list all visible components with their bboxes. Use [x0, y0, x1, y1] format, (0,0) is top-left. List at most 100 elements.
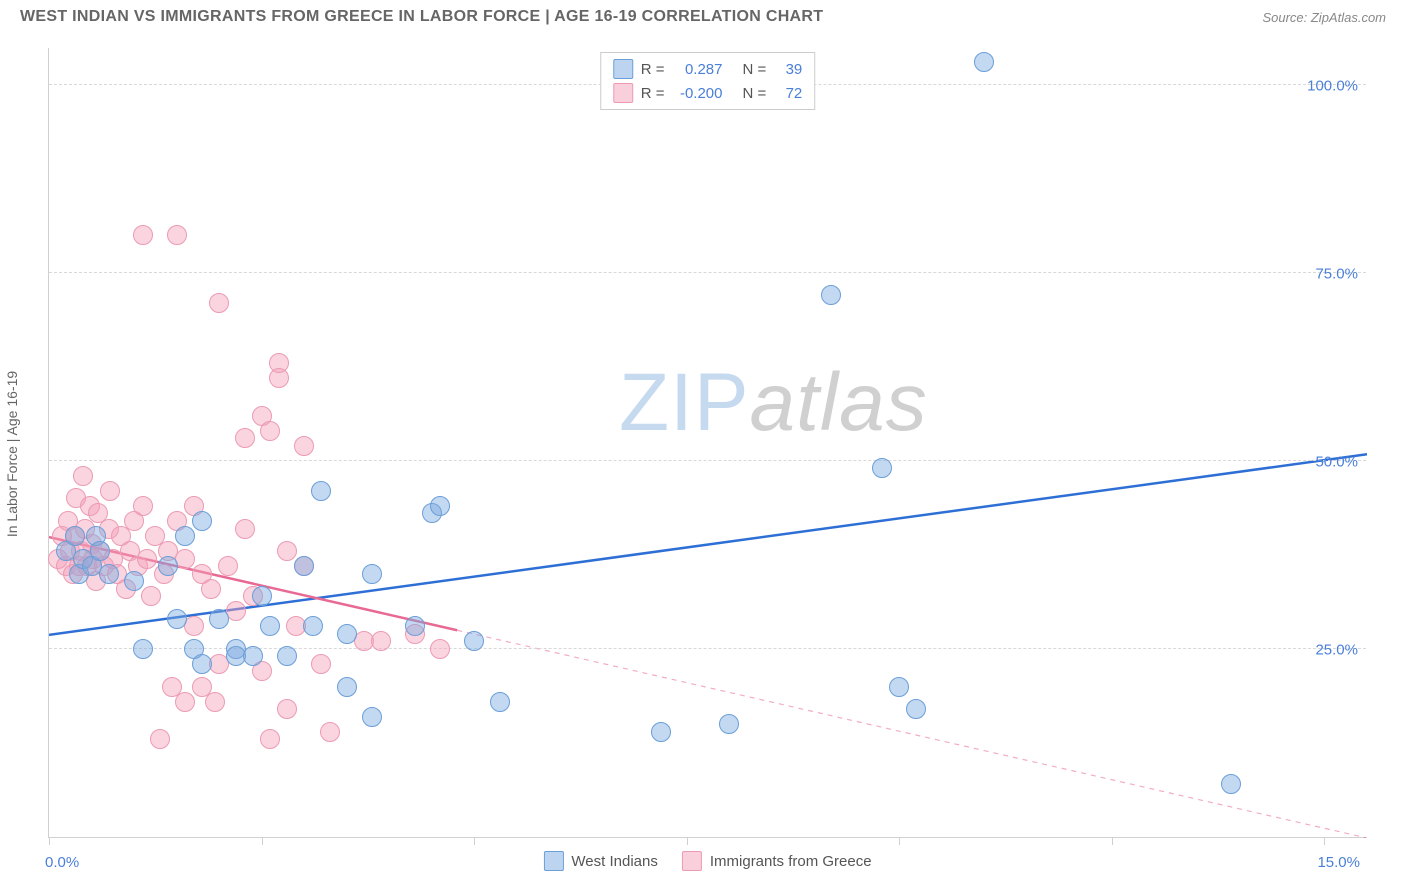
data-point — [100, 481, 120, 501]
data-point — [209, 609, 229, 629]
legend-swatch — [613, 83, 633, 103]
data-point — [405, 616, 425, 636]
legend-row: R = 0.287 N = 39 — [613, 57, 803, 81]
data-point — [133, 496, 153, 516]
data-point — [175, 692, 195, 712]
x-tick — [1324, 837, 1325, 845]
x-tick — [262, 837, 263, 845]
y-axis-label: In Labor Force | Age 16-19 — [4, 371, 20, 537]
header-bar: WEST INDIAN VS IMMIGRANTS FROM GREECE IN… — [0, 0, 1406, 34]
legend-item: West Indians — [543, 851, 657, 871]
data-point — [872, 458, 892, 478]
data-point — [226, 601, 246, 621]
data-point — [133, 639, 153, 659]
series-legend: West Indians Immigrants from Greece — [543, 851, 871, 871]
data-point — [260, 421, 280, 441]
y-tick-label: 25.0% — [1315, 641, 1358, 658]
r-value: -0.200 — [673, 85, 723, 102]
watermark-zip: ZIP — [619, 357, 750, 448]
y-tick-label: 50.0% — [1315, 453, 1358, 470]
data-point — [243, 646, 263, 666]
data-point — [167, 609, 187, 629]
x-tick — [899, 837, 900, 845]
data-point — [167, 225, 187, 245]
r-value: 0.287 — [673, 61, 723, 78]
data-point — [99, 564, 119, 584]
n-label: N = — [743, 61, 767, 78]
data-point — [490, 692, 510, 712]
data-point — [362, 564, 382, 584]
data-point — [362, 707, 382, 727]
data-point — [65, 526, 85, 546]
data-point — [137, 549, 157, 569]
data-point — [235, 519, 255, 539]
legend-swatch — [682, 851, 702, 871]
data-point — [337, 677, 357, 697]
data-point — [430, 496, 450, 516]
x-tick — [687, 837, 688, 845]
legend-swatch — [543, 851, 563, 871]
legend-row: R = -0.200 N = 72 — [613, 81, 803, 105]
gridline — [49, 272, 1366, 273]
n-label: N = — [743, 85, 767, 102]
data-point — [311, 654, 331, 674]
data-point — [277, 541, 297, 561]
x-tick — [474, 837, 475, 845]
watermark: ZIPatlas — [619, 356, 928, 450]
data-point — [974, 52, 994, 72]
data-point — [651, 722, 671, 742]
trendline-solid — [49, 454, 1367, 635]
data-point — [719, 714, 739, 734]
data-point — [175, 526, 195, 546]
data-point — [889, 677, 909, 697]
data-point — [277, 646, 297, 666]
data-point — [201, 579, 221, 599]
scatter-chart: ZIPatlas R =0.287N =39R =-0.200N =72 Wes… — [48, 48, 1366, 838]
data-point — [158, 556, 178, 576]
data-point — [260, 729, 280, 749]
data-point — [464, 631, 484, 651]
data-point — [269, 368, 289, 388]
data-point — [141, 586, 161, 606]
data-point — [73, 466, 93, 486]
data-point — [184, 616, 204, 636]
legend-swatch — [613, 59, 633, 79]
data-point — [277, 699, 297, 719]
data-point — [209, 293, 229, 313]
data-point — [260, 616, 280, 636]
data-point — [205, 692, 225, 712]
x-tick-label: 0.0% — [45, 854, 79, 871]
x-tick — [1112, 837, 1113, 845]
y-tick-label: 75.0% — [1315, 265, 1358, 282]
data-point — [192, 511, 212, 531]
data-point — [294, 556, 314, 576]
data-point — [252, 586, 272, 606]
correlation-legend: R = 0.287 N = 39 R = -0.200 N = 72 — [600, 52, 816, 110]
data-point — [150, 729, 170, 749]
data-point — [371, 631, 391, 651]
n-value: 72 — [774, 85, 802, 102]
data-point — [192, 654, 212, 674]
y-tick-label: 100.0% — [1307, 77, 1358, 94]
watermark-atlas: atlas — [750, 357, 928, 448]
x-tick — [49, 837, 50, 845]
data-point — [1221, 774, 1241, 794]
data-point — [303, 616, 323, 636]
data-point — [320, 722, 340, 742]
n-value: 39 — [774, 61, 802, 78]
chart-title: WEST INDIAN VS IMMIGRANTS FROM GREECE IN… — [20, 8, 823, 26]
data-point — [294, 436, 314, 456]
legend-label: West Indians — [571, 853, 657, 870]
data-point — [218, 556, 238, 576]
r-label: R = — [641, 85, 665, 102]
legend-item: Immigrants from Greece — [682, 851, 872, 871]
data-point — [124, 571, 144, 591]
data-point — [90, 541, 110, 561]
data-point — [235, 428, 255, 448]
data-point — [906, 699, 926, 719]
legend-label: Immigrants from Greece — [710, 853, 872, 870]
r-label: R = — [641, 61, 665, 78]
gridline — [49, 460, 1366, 461]
data-point — [175, 549, 195, 569]
data-point — [821, 285, 841, 305]
